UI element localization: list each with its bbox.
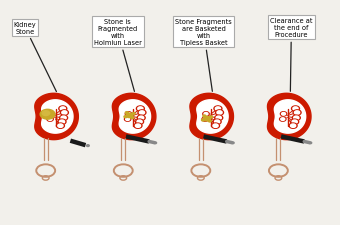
Text: Clearance at
the end of
Procedure: Clearance at the end of Procedure xyxy=(270,18,313,92)
Circle shape xyxy=(132,113,135,115)
Circle shape xyxy=(49,113,53,116)
Circle shape xyxy=(204,113,208,116)
Circle shape xyxy=(48,118,52,121)
Circle shape xyxy=(40,110,55,120)
Circle shape xyxy=(136,106,144,112)
Circle shape xyxy=(289,124,297,129)
Circle shape xyxy=(137,116,145,121)
Circle shape xyxy=(59,116,68,121)
Circle shape xyxy=(291,106,300,112)
Circle shape xyxy=(47,117,53,122)
Circle shape xyxy=(203,118,207,121)
Circle shape xyxy=(125,112,132,116)
Polygon shape xyxy=(197,100,228,134)
Circle shape xyxy=(280,112,287,116)
Text: Stone Fragments
are Basketed
with
Tipless Basket: Stone Fragments are Basketed with Tiples… xyxy=(175,19,232,92)
Circle shape xyxy=(290,124,296,128)
Circle shape xyxy=(138,110,146,116)
Circle shape xyxy=(210,116,212,118)
Circle shape xyxy=(232,142,234,144)
Text: Kidney
Stone: Kidney Stone xyxy=(14,22,56,92)
Circle shape xyxy=(124,117,131,122)
Circle shape xyxy=(217,111,222,115)
Circle shape xyxy=(139,117,144,120)
Circle shape xyxy=(126,118,130,121)
Circle shape xyxy=(294,117,299,120)
Circle shape xyxy=(131,117,134,119)
Circle shape xyxy=(48,112,54,116)
Circle shape xyxy=(134,124,142,129)
Circle shape xyxy=(126,113,131,116)
Circle shape xyxy=(59,120,65,124)
Circle shape xyxy=(202,119,205,122)
Circle shape xyxy=(59,106,67,112)
Circle shape xyxy=(138,107,143,111)
Circle shape xyxy=(282,113,286,116)
Circle shape xyxy=(56,124,64,129)
Text: Stone is
Fragmented
with
Holmiun Laser: Stone is Fragmented with Holmiun Laser xyxy=(94,19,142,92)
Circle shape xyxy=(203,112,209,116)
Circle shape xyxy=(281,118,285,121)
Circle shape xyxy=(216,110,223,116)
Circle shape xyxy=(292,120,297,124)
Circle shape xyxy=(202,117,208,122)
Circle shape xyxy=(291,119,299,125)
Circle shape xyxy=(61,110,68,116)
Circle shape xyxy=(293,107,298,111)
Circle shape xyxy=(213,119,221,125)
Circle shape xyxy=(61,117,66,120)
Circle shape xyxy=(294,111,300,115)
Circle shape xyxy=(292,116,300,121)
Circle shape xyxy=(139,111,144,115)
Circle shape xyxy=(125,112,129,114)
Circle shape xyxy=(137,120,142,124)
Circle shape xyxy=(42,111,50,116)
Circle shape xyxy=(214,106,222,112)
Circle shape xyxy=(215,107,221,111)
Circle shape xyxy=(126,114,133,118)
Circle shape xyxy=(208,120,211,122)
Polygon shape xyxy=(268,94,311,140)
Circle shape xyxy=(215,120,220,124)
Circle shape xyxy=(62,111,67,115)
Polygon shape xyxy=(42,100,73,134)
Circle shape xyxy=(58,124,63,128)
Circle shape xyxy=(204,117,210,122)
Polygon shape xyxy=(274,100,306,134)
Circle shape xyxy=(293,110,301,116)
Polygon shape xyxy=(119,100,151,134)
Circle shape xyxy=(215,116,223,121)
Circle shape xyxy=(154,142,156,144)
Polygon shape xyxy=(190,94,234,140)
Circle shape xyxy=(58,119,66,125)
Circle shape xyxy=(203,115,206,117)
Circle shape xyxy=(279,117,286,122)
Circle shape xyxy=(135,124,140,128)
Circle shape xyxy=(60,107,65,111)
Circle shape xyxy=(216,117,221,120)
Polygon shape xyxy=(35,94,78,140)
Circle shape xyxy=(309,142,312,144)
Circle shape xyxy=(87,145,89,147)
Circle shape xyxy=(136,119,143,125)
Polygon shape xyxy=(112,94,156,140)
Circle shape xyxy=(211,124,220,129)
Circle shape xyxy=(213,124,218,128)
Circle shape xyxy=(124,116,127,118)
